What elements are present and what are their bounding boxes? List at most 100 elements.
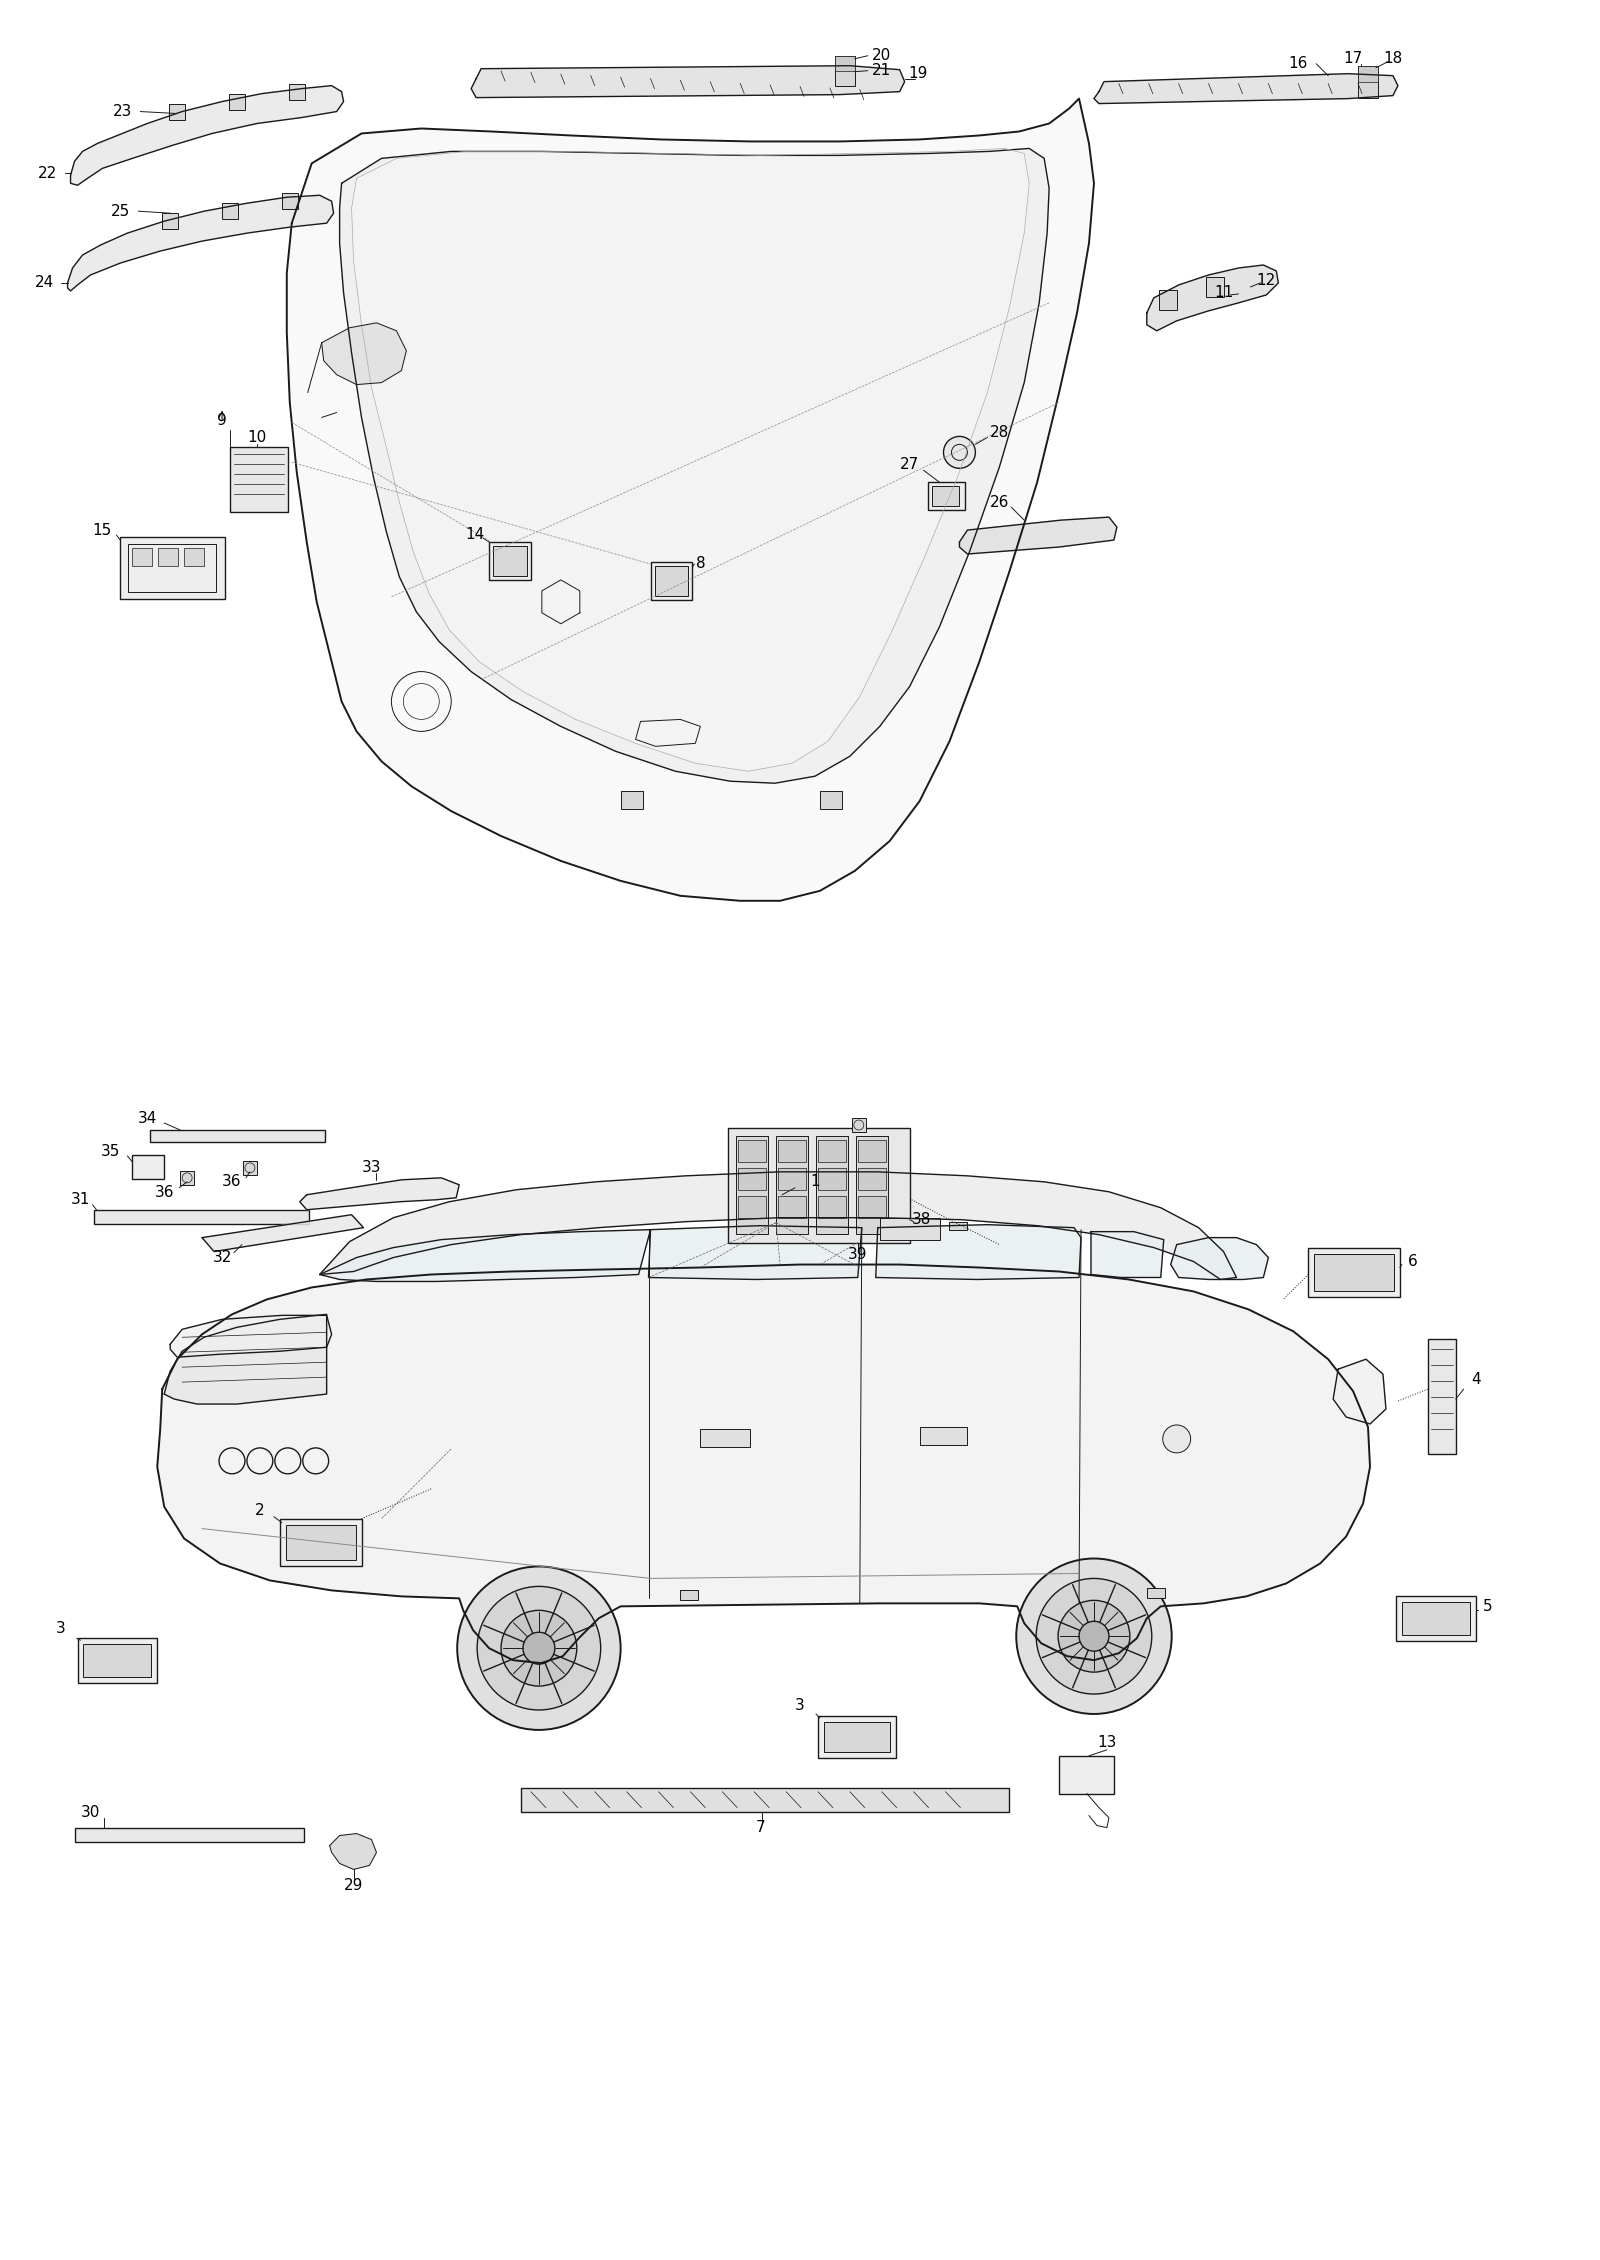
Text: 9: 9	[218, 414, 227, 427]
Bar	[120, 538, 226, 599]
Polygon shape	[299, 1177, 459, 1209]
Bar	[824, 1722, 890, 1752]
Bar	[1309, 1248, 1400, 1297]
Text: 3: 3	[56, 1620, 66, 1636]
Bar	[75, 1828, 304, 1842]
Bar	[816, 1137, 848, 1234]
Bar	[181, 1171, 194, 1184]
Bar	[778, 1196, 806, 1218]
Polygon shape	[648, 1225, 862, 1279]
Polygon shape	[1147, 264, 1278, 330]
Bar	[1205, 278, 1224, 296]
Polygon shape	[1094, 75, 1398, 104]
Bar	[680, 1591, 698, 1600]
Bar	[778, 1168, 806, 1189]
Text: 18: 18	[1384, 52, 1403, 66]
Polygon shape	[170, 1315, 331, 1358]
Bar	[1402, 1602, 1470, 1636]
Bar	[150, 1130, 325, 1141]
Bar	[701, 1428, 750, 1446]
Bar	[818, 1715, 896, 1758]
Bar	[621, 791, 643, 809]
Bar	[288, 84, 304, 99]
Text: 17: 17	[1344, 52, 1363, 66]
Bar	[835, 56, 854, 86]
Polygon shape	[330, 1833, 376, 1869]
Bar	[738, 1168, 766, 1189]
Polygon shape	[1333, 1358, 1386, 1424]
Circle shape	[1037, 1577, 1152, 1695]
Bar	[858, 1139, 886, 1162]
Bar	[856, 1137, 888, 1234]
Bar	[522, 1788, 1010, 1813]
Bar	[184, 547, 205, 565]
Bar	[738, 1139, 766, 1162]
Text: 23: 23	[112, 104, 133, 120]
Bar	[818, 1168, 846, 1189]
Circle shape	[1058, 1600, 1130, 1672]
Text: 26: 26	[990, 495, 1010, 511]
Bar	[77, 1638, 157, 1684]
Text: 27: 27	[899, 457, 920, 472]
Bar	[1158, 289, 1176, 310]
Text: 35: 35	[101, 1144, 120, 1159]
Bar	[133, 547, 152, 565]
Bar	[222, 203, 238, 219]
Text: 8: 8	[696, 556, 706, 572]
Bar	[133, 1155, 165, 1180]
Bar	[94, 1209, 309, 1223]
Bar	[493, 547, 526, 576]
Text: 38: 38	[912, 1211, 931, 1227]
Bar	[928, 481, 965, 511]
Text: 29: 29	[344, 1878, 363, 1894]
Bar	[728, 1128, 910, 1243]
Text: 7: 7	[755, 1819, 765, 1835]
Text: 24: 24	[35, 276, 54, 292]
Text: 36: 36	[222, 1175, 242, 1189]
Bar	[229, 93, 245, 108]
Text: 36: 36	[155, 1184, 174, 1200]
Circle shape	[1078, 1620, 1109, 1652]
Bar	[651, 563, 693, 599]
Bar	[858, 1168, 886, 1189]
Text: 20: 20	[872, 47, 891, 63]
Polygon shape	[320, 1229, 651, 1281]
Bar	[818, 1196, 846, 1218]
Polygon shape	[1091, 1232, 1163, 1277]
Polygon shape	[1171, 1238, 1269, 1279]
Bar	[230, 447, 288, 513]
Bar	[920, 1426, 968, 1444]
Text: 10: 10	[248, 429, 267, 445]
Circle shape	[1016, 1559, 1171, 1713]
Bar	[128, 545, 216, 592]
Text: 22: 22	[38, 165, 58, 181]
Polygon shape	[339, 149, 1050, 784]
Text: 39: 39	[848, 1248, 867, 1261]
Bar	[1358, 66, 1378, 97]
Text: 3: 3	[795, 1700, 805, 1713]
Bar	[741, 1196, 811, 1223]
Text: 32: 32	[213, 1250, 232, 1266]
Polygon shape	[352, 149, 1029, 771]
Bar	[280, 1519, 362, 1566]
Circle shape	[1163, 1426, 1190, 1453]
Bar	[1358, 66, 1378, 81]
Bar	[170, 104, 186, 120]
Text: 11: 11	[1214, 285, 1234, 301]
Bar	[1395, 1596, 1475, 1641]
Bar	[654, 565, 688, 597]
Bar	[949, 1223, 968, 1229]
Text: 5: 5	[1483, 1598, 1493, 1614]
Bar	[858, 1196, 886, 1218]
Text: 34: 34	[138, 1110, 157, 1125]
Bar	[738, 1196, 766, 1218]
Bar	[243, 1162, 258, 1175]
Bar	[1059, 1756, 1114, 1794]
Text: 16: 16	[1288, 56, 1307, 72]
Text: 1: 1	[810, 1175, 819, 1189]
Text: 30: 30	[80, 1806, 101, 1819]
Circle shape	[944, 436, 976, 468]
Bar	[746, 1200, 806, 1218]
Text: 4: 4	[1470, 1372, 1480, 1388]
Circle shape	[501, 1611, 576, 1686]
